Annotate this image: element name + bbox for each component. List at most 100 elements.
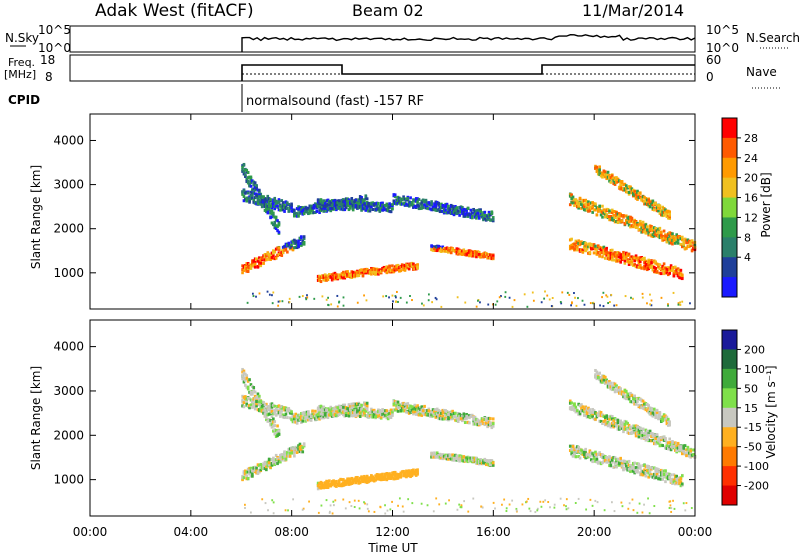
data-cell xyxy=(477,252,481,256)
data-cell xyxy=(679,484,683,488)
data-cell xyxy=(302,235,306,239)
data-cell xyxy=(363,474,366,478)
data-cell xyxy=(641,230,645,234)
data-cell xyxy=(640,433,643,437)
data-cell xyxy=(329,482,333,486)
data-cell xyxy=(680,452,684,456)
data-cell xyxy=(599,411,603,415)
data-cell xyxy=(441,411,445,415)
data-cell xyxy=(276,408,279,412)
data-cell xyxy=(319,416,323,420)
data-cell xyxy=(300,444,303,448)
data-cell xyxy=(367,204,370,208)
data-cell xyxy=(608,417,611,421)
data-cell xyxy=(612,387,615,391)
data-cell xyxy=(360,477,363,481)
data-cell xyxy=(293,214,296,218)
data-cell xyxy=(591,243,594,247)
data-cell xyxy=(255,257,258,261)
data-cell xyxy=(246,191,250,195)
data-cell xyxy=(626,392,629,396)
data-cell xyxy=(346,201,349,205)
data-cell xyxy=(340,273,344,277)
data-cell xyxy=(632,297,634,300)
data-cell xyxy=(406,404,410,408)
data-cell xyxy=(631,429,635,433)
data-cell xyxy=(624,186,628,190)
data-cell xyxy=(602,378,606,382)
data-cell xyxy=(627,215,631,219)
data-cell xyxy=(378,207,382,211)
data-cell xyxy=(608,173,611,177)
data-cell xyxy=(650,259,653,263)
data-cell xyxy=(676,267,680,271)
data-cell xyxy=(259,409,263,413)
data-cell xyxy=(402,405,405,409)
data-cell xyxy=(304,206,307,210)
data-cell xyxy=(288,297,291,300)
data-cell xyxy=(447,250,450,254)
data-cell xyxy=(476,253,480,257)
data-cell xyxy=(641,220,645,224)
data-cell xyxy=(353,402,356,406)
data-cell xyxy=(570,447,573,451)
data-cell xyxy=(368,207,372,211)
data-cell xyxy=(662,438,666,442)
data-cell xyxy=(658,263,662,267)
data-cell xyxy=(273,204,277,208)
data-cell xyxy=(638,191,642,195)
data-cell xyxy=(315,205,319,209)
data-cell xyxy=(399,404,403,408)
data-cell xyxy=(266,207,270,211)
data-cell xyxy=(277,223,281,227)
data-cell xyxy=(626,190,629,194)
data-cell xyxy=(256,392,260,396)
data-cell xyxy=(266,209,270,213)
data-cell xyxy=(644,225,648,229)
data-cell xyxy=(393,201,397,205)
data-cell xyxy=(266,290,269,293)
data-cell xyxy=(245,196,249,200)
data-cell xyxy=(477,422,481,426)
data-cell xyxy=(623,459,627,463)
data-cell xyxy=(661,436,664,440)
data-cell xyxy=(490,211,494,215)
data-cell xyxy=(375,208,379,212)
data-cell xyxy=(371,477,375,481)
data-cell xyxy=(389,209,393,213)
data-cell xyxy=(294,239,298,243)
data-cell xyxy=(435,246,439,250)
data-cell xyxy=(666,237,670,241)
data-cell xyxy=(368,270,372,274)
data-cell xyxy=(272,429,275,433)
data-cell xyxy=(437,413,440,417)
data-cell xyxy=(594,204,597,208)
data-cell xyxy=(405,266,408,270)
data-cell xyxy=(637,192,641,196)
data-cell xyxy=(609,387,613,391)
data-cell xyxy=(650,435,653,439)
data-cell xyxy=(294,414,298,418)
data-cell xyxy=(344,406,348,410)
data-cell xyxy=(350,199,354,203)
data-cell xyxy=(302,416,306,420)
data-cell xyxy=(308,211,312,215)
data-cell xyxy=(318,201,321,205)
data-cell xyxy=(442,204,446,208)
data-cell xyxy=(388,209,391,213)
data-cell xyxy=(489,213,492,217)
data-cell xyxy=(675,446,678,450)
data-cell xyxy=(574,455,578,459)
data-cell xyxy=(409,470,412,474)
data-cell xyxy=(244,397,247,401)
data-cell xyxy=(641,470,645,474)
data-cell xyxy=(451,409,454,413)
data-cell xyxy=(356,202,359,206)
data-cell xyxy=(357,402,361,406)
data-cell xyxy=(633,394,636,398)
data-cell xyxy=(255,402,258,406)
data-cell xyxy=(350,270,354,274)
data-cell xyxy=(242,371,246,375)
data-cell xyxy=(648,228,652,232)
data-cell xyxy=(251,193,254,197)
